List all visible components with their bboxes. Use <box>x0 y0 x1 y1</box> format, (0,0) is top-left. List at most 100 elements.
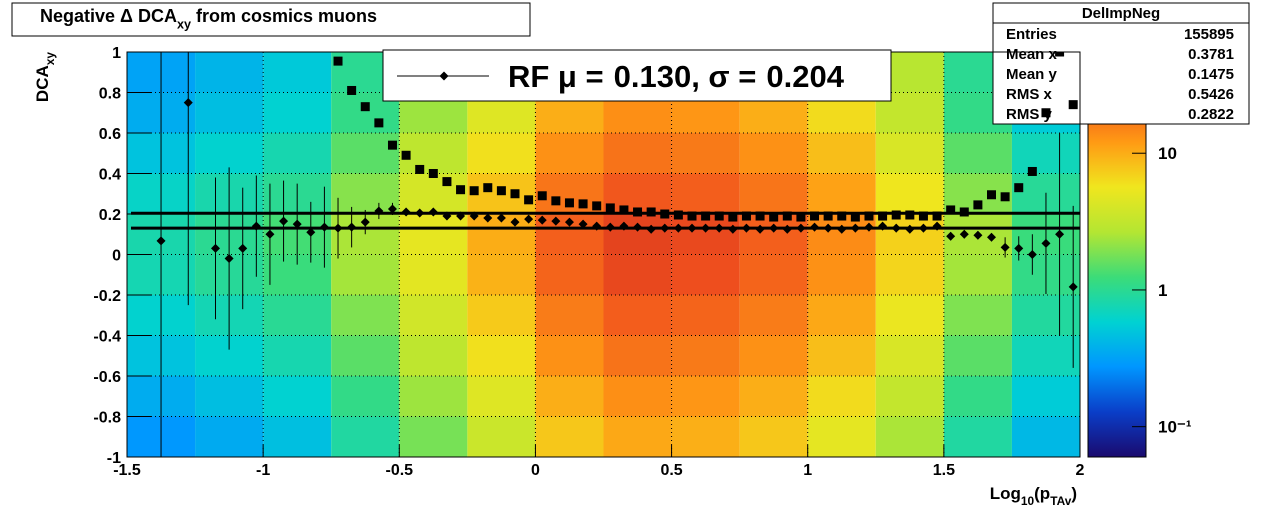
heatmap-cell <box>1011 416 1080 457</box>
diamond-marker <box>946 231 956 241</box>
square-marker <box>755 211 765 221</box>
z-tick-label: 10 <box>1158 144 1177 163</box>
heatmap-cell <box>195 416 264 457</box>
square-marker <box>1055 52 1065 57</box>
diamond-marker <box>306 227 316 237</box>
diamond-marker <box>769 223 779 233</box>
heatmap-cell <box>195 133 264 174</box>
heatmap-cell <box>467 133 536 174</box>
diamond-marker <box>850 223 860 233</box>
heatmap-cell <box>739 254 808 295</box>
square-marker <box>333 56 343 66</box>
y-tick-label: -1 <box>107 450 121 467</box>
heatmap-cell <box>331 133 400 174</box>
heatmap-cell <box>739 335 808 376</box>
y-tick-label: 0 <box>112 248 121 265</box>
square-marker <box>891 210 901 220</box>
square-marker <box>1027 166 1037 176</box>
diamond-marker <box>837 224 847 234</box>
heatmap-cell <box>943 376 1012 417</box>
diamond-marker <box>714 223 724 233</box>
heatmap-cell <box>739 376 808 417</box>
legend-part: 0.204 <box>766 59 844 94</box>
heatmap-cell <box>603 133 672 174</box>
stats-box: DelImpNeg Entries 155895 Mean x 0.3781 Mean y… <box>992 2 1250 125</box>
square-marker <box>496 186 506 196</box>
diamond-marker <box>741 223 751 233</box>
square-marker <box>347 85 357 95</box>
heatmap-cell <box>943 416 1012 457</box>
heatmap-cell <box>807 254 876 295</box>
square-marker <box>701 211 711 221</box>
square-marker <box>360 102 370 112</box>
heatmap-cell <box>671 295 740 336</box>
square-marker <box>932 211 942 221</box>
heatmap-cell <box>535 133 604 174</box>
square-marker <box>483 183 493 193</box>
heatmap-cell <box>671 254 740 295</box>
square-marker <box>905 210 915 220</box>
diamond-marker <box>238 243 248 253</box>
heatmap-cell <box>399 254 468 295</box>
square-marker <box>741 211 751 221</box>
square-marker <box>428 169 438 178</box>
diamond-marker <box>456 211 466 221</box>
text-part: from cosmics muons <box>191 6 377 26</box>
legend-part: RF μ = <box>508 59 604 94</box>
square-marker <box>878 211 888 221</box>
x-tick-label: -1.5 <box>113 462 141 479</box>
text-part: ) <box>1071 484 1077 503</box>
chart-title: Negative Δ DCAxy from cosmics muons <box>40 6 377 31</box>
square-marker <box>946 205 956 215</box>
heatmap-cell <box>399 133 468 174</box>
stats-value: 0.3781 <box>1188 46 1234 63</box>
legend-text: RF μ = 0.130, σ = 0.204 <box>508 59 845 94</box>
heatmap-cell <box>1011 376 1080 417</box>
heatmap-cell <box>263 416 332 457</box>
square-marker <box>864 211 874 221</box>
heatmap-cell <box>875 173 944 214</box>
diamond-marker <box>415 208 425 218</box>
diamond-marker <box>646 224 656 234</box>
heatmap-cell <box>943 335 1012 376</box>
y-tick-label: -0.8 <box>93 410 121 427</box>
square-marker <box>687 211 697 221</box>
heatmap-cell <box>807 335 876 376</box>
y-tick-label: -0.4 <box>93 329 121 346</box>
square-marker <box>578 199 588 209</box>
heatmap-cell <box>603 214 672 255</box>
diamond-marker <box>905 224 915 234</box>
diamond-marker <box>524 214 534 224</box>
diamond-marker <box>605 222 615 232</box>
square-marker <box>918 211 928 221</box>
heatmap-cell <box>195 376 264 417</box>
heatmap-cell <box>467 335 536 376</box>
heatmap-cell <box>671 173 740 214</box>
heatmap-cell <box>331 295 400 336</box>
stats-label: Entries <box>1006 26 1057 43</box>
x-tick-label: 0 <box>531 462 540 479</box>
heatmap-cell <box>943 254 1012 295</box>
z-tick-label: 1 <box>1158 281 1167 300</box>
subscript: xy <box>177 17 191 31</box>
diamond-marker <box>796 223 806 233</box>
heatmap-cell <box>603 416 672 457</box>
stats-label: RMS x <box>1006 86 1053 103</box>
diamond-marker <box>1000 242 1010 252</box>
diamond-marker <box>483 213 493 223</box>
diamond-marker <box>918 223 928 233</box>
heatmap-cell <box>467 295 536 336</box>
diamond-marker <box>660 223 670 233</box>
square-marker <box>551 196 561 206</box>
heatmap-cell <box>671 416 740 457</box>
diamond-marker <box>265 229 275 239</box>
square-marker <box>660 209 670 219</box>
diamond-marker <box>360 217 370 227</box>
square-marker <box>714 211 724 221</box>
heatmap-cell <box>535 376 604 417</box>
square-marker <box>456 185 466 195</box>
square-marker <box>442 177 452 187</box>
square-marker <box>524 195 534 205</box>
heatmap-cell <box>807 214 876 255</box>
